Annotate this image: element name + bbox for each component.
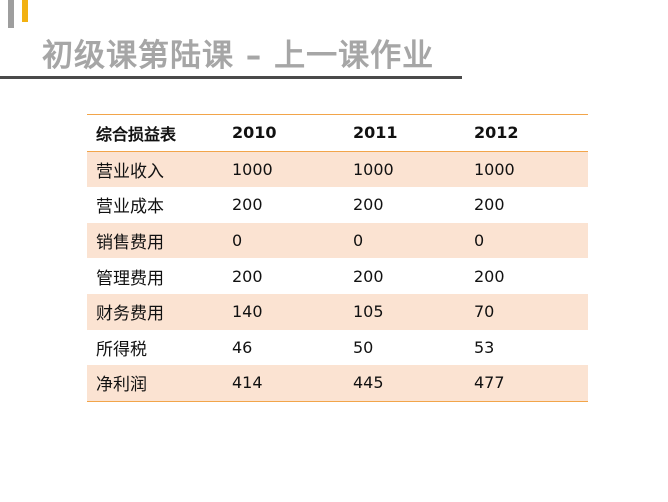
table-cell: 200 [344,258,465,294]
table-cell: 414 [223,365,344,402]
table-cell: 0 [223,222,344,259]
row-label: 净利润 [87,365,223,402]
header-cell: 2011 [344,114,465,152]
table-cell: 200 [465,258,588,294]
table-cell: 200 [344,187,465,223]
table-row: 管理费用 200 200 200 [87,258,588,294]
row-label: 营业成本 [87,187,223,223]
table-cell: 50 [344,329,465,366]
table-row: 销售费用 0 0 0 [87,222,588,259]
table-cell: 53 [465,329,588,366]
table-row: 营业收入 1000 1000 1000 [87,151,588,188]
row-label: 财务费用 [87,293,223,330]
row-label: 营业收入 [87,151,223,188]
table-cell: 1000 [465,151,588,188]
table-row: 所得税 46 50 53 [87,329,588,366]
accent-bar-gold [22,0,28,22]
table-cell: 200 [465,187,588,223]
table-cell: 70 [465,293,588,330]
table-row: 财务费用 140 105 70 [87,293,588,330]
header-cell: 2012 [465,114,588,152]
table-cell: 105 [344,293,465,330]
income-statement-table: 综合损益表 2010 2011 2012 营业收入 1000 1000 1000… [87,114,588,402]
row-label: 销售费用 [87,222,223,259]
header-cell: 综合损益表 [87,114,223,152]
table-cell: 1000 [344,151,465,188]
table-cell: 0 [465,222,588,259]
income-statement-table-container: 综合损益表 2010 2011 2012 营业收入 1000 1000 1000… [87,114,588,402]
table-header-row: 综合损益表 2010 2011 2012 [87,114,588,152]
accent-bar-gray [8,0,14,28]
table-cell: 46 [223,329,344,366]
table-row: 净利润 414 445 477 [87,365,588,402]
table-cell: 477 [465,365,588,402]
table-cell: 140 [223,293,344,330]
table-cell: 200 [223,187,344,223]
table-cell: 200 [223,258,344,294]
table-cell: 0 [344,222,465,259]
table-cell: 445 [344,365,465,402]
header-cell: 2010 [223,114,344,152]
row-label: 管理费用 [87,258,223,294]
table-row: 营业成本 200 200 200 [87,187,588,223]
table-cell: 1000 [223,151,344,188]
title-underline [0,76,462,79]
row-label: 所得税 [87,329,223,366]
slide-title: 初级课第陆课 – 上一课作业 [42,38,435,74]
